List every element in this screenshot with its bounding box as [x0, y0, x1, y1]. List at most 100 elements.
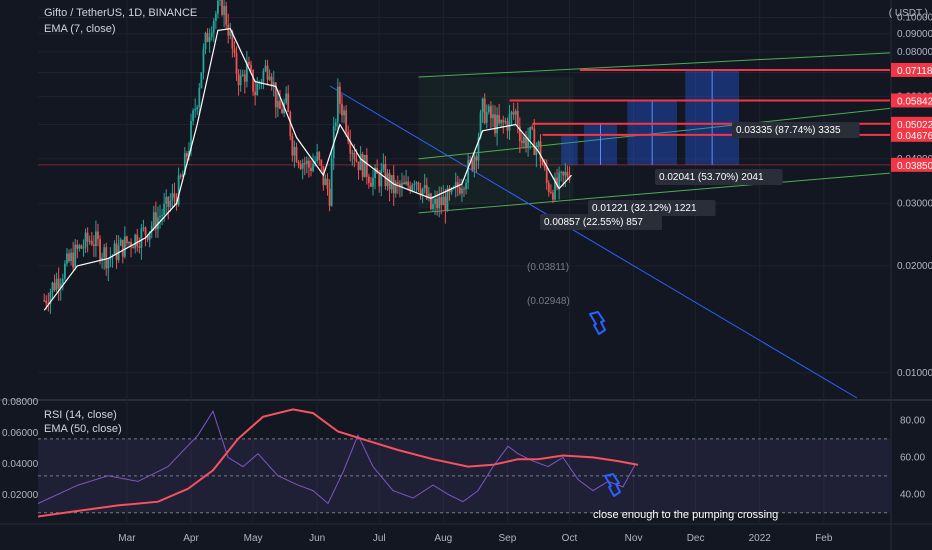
candle-body [436, 198, 439, 209]
rsi-right-tick: 40.00 [900, 489, 925, 500]
candle-body [465, 182, 467, 190]
candle-body [163, 203, 166, 215]
candle-body [533, 128, 536, 155]
price-level-label: 0.05022 [897, 120, 932, 131]
candle-body [198, 87, 201, 107]
rsi-ema-line [37, 408, 639, 518]
candle-body [190, 121, 192, 151]
candle-body [485, 112, 488, 123]
measure-label: 0.02041 (53.70%) 2041 [659, 172, 764, 183]
time-tick-label: Jun [309, 533, 325, 544]
candle-body [235, 52, 238, 74]
candle-body [442, 196, 445, 206]
candle-body [527, 138, 530, 148]
candle-body [320, 159, 323, 167]
candle-body [43, 300, 46, 302]
candle-body [185, 153, 188, 157]
candle-body [204, 32, 207, 50]
candle-body [336, 86, 339, 123]
candle-body [142, 227, 145, 229]
price-level-badge [891, 157, 932, 172]
candle-body [86, 232, 89, 242]
candle-body [303, 163, 306, 165]
candle-body [152, 212, 155, 226]
time-tick-label: Apr [183, 533, 199, 544]
candle-body [95, 231, 97, 246]
candle-body [562, 171, 565, 176]
candle-body [545, 167, 548, 183]
channel-middle [418, 107, 891, 160]
price-level-label: 0.04676 [897, 131, 932, 142]
candle-body [498, 114, 501, 124]
candle-body [59, 283, 62, 289]
candle-body [458, 187, 461, 194]
candle-body [374, 167, 376, 178]
rsi-ema-legend: EMA (50, close) [44, 423, 122, 435]
candle-body [272, 82, 275, 86]
candle-body [250, 64, 252, 71]
price-tick-label: 0.03000 [897, 198, 932, 209]
candle-body [487, 106, 490, 113]
candle-body [239, 75, 242, 86]
price-level-label: 0.05842 [897, 96, 932, 107]
candle-body [208, 37, 211, 42]
candle-body [456, 182, 459, 188]
candle-body [181, 174, 184, 177]
candle-body [318, 152, 321, 160]
candle-body [84, 232, 87, 248]
candle-body [148, 231, 151, 240]
measure-label-bg [732, 122, 860, 138]
candle-body [72, 252, 75, 268]
price-level-label: 0.07118 [897, 66, 932, 77]
candle-body [212, 20, 215, 33]
candle-body [101, 257, 104, 260]
candle-body [564, 171, 567, 176]
candle-body [529, 127, 532, 139]
candle-body [558, 172, 561, 187]
candle-body [454, 182, 457, 188]
candle-body [438, 197, 441, 209]
candle-body [537, 141, 540, 146]
candle-body [516, 110, 519, 127]
candle-body [252, 70, 254, 92]
candle-body [523, 136, 525, 144]
candle-body [90, 240, 93, 245]
candle-body [150, 225, 153, 232]
candle-body [415, 182, 418, 184]
channel-upper [418, 52, 891, 78]
candle-body [461, 188, 463, 194]
candle-body [76, 244, 79, 249]
candle-body [492, 114, 494, 119]
candle-body [463, 188, 465, 190]
ema-7-path [43, 28, 572, 311]
candle-body [159, 216, 161, 218]
candle-body [430, 193, 432, 209]
candle-body [169, 200, 172, 207]
candle-body [469, 160, 472, 162]
candle-body [467, 160, 470, 183]
candle-body [314, 160, 317, 164]
price-level-badge [891, 62, 932, 77]
rsi-right-tick: 80.00 [900, 415, 925, 426]
candle-body [419, 189, 422, 196]
candle-body [88, 240, 91, 242]
candle-body [554, 177, 556, 200]
rsi-right-tick: 60.00 [900, 452, 925, 463]
candle-body [225, 6, 228, 25]
candle-body [196, 106, 199, 110]
candle-body [78, 245, 81, 249]
candle-body [531, 127, 534, 129]
candle-body [425, 185, 428, 199]
candle-body [270, 76, 273, 86]
candle-body [266, 65, 269, 80]
candle-body [367, 176, 370, 183]
candle-body [154, 212, 157, 230]
candle-body [217, 0, 219, 14]
candle-body [132, 247, 135, 249]
candle-body [171, 193, 174, 201]
candle-body [407, 181, 410, 186]
pointer-hand-icon [604, 473, 621, 497]
candle-body [423, 185, 426, 189]
rsi-legend: RSI (14, close) [44, 409, 117, 421]
